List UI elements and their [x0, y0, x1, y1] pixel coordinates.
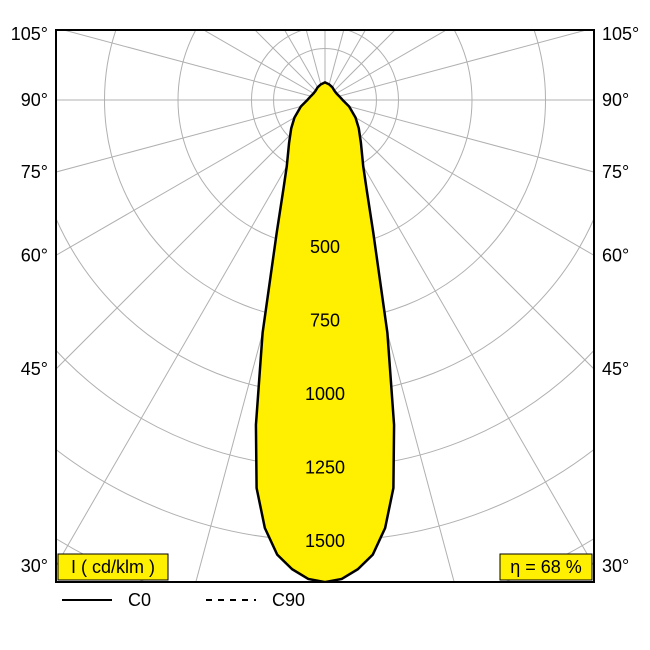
angle-label-right: 45°	[602, 359, 629, 379]
angle-label-left: 105°	[11, 24, 48, 44]
ring-label: 1250	[305, 458, 345, 478]
angle-label-right: 90°	[602, 90, 629, 110]
ring-label: 750	[310, 311, 340, 331]
polar-chart: 500 750 1000 1250 1500 30° 30° 45° 45° 60° 60° 75° 7…	[0, 0, 650, 650]
angle-label-right: 60°	[602, 245, 629, 265]
eta-box-label: η = 68 %	[510, 557, 582, 577]
legend-c0: C0	[128, 590, 151, 610]
angle-label-right: 105°	[602, 24, 639, 44]
ring-label: 1000	[305, 384, 345, 404]
legend-c90: C90	[272, 590, 305, 610]
ring-label: 1500	[305, 531, 345, 551]
ring-label: 500	[310, 237, 340, 257]
unit-box-label: I ( cd/klm )	[71, 557, 155, 577]
angle-label-left: 75°	[21, 162, 48, 182]
angle-label-right: 30°	[602, 556, 629, 576]
angle-label-left: 60°	[21, 245, 48, 265]
angle-label-left: 30°	[21, 556, 48, 576]
angle-label-right: 75°	[602, 162, 629, 182]
angle-label-left: 90°	[21, 90, 48, 110]
distribution-curve	[256, 82, 394, 582]
angle-label-left: 45°	[21, 359, 48, 379]
